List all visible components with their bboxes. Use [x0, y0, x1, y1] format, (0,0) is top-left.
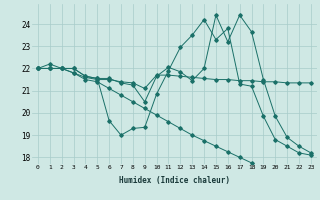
X-axis label: Humidex (Indice chaleur): Humidex (Indice chaleur) — [119, 176, 230, 185]
